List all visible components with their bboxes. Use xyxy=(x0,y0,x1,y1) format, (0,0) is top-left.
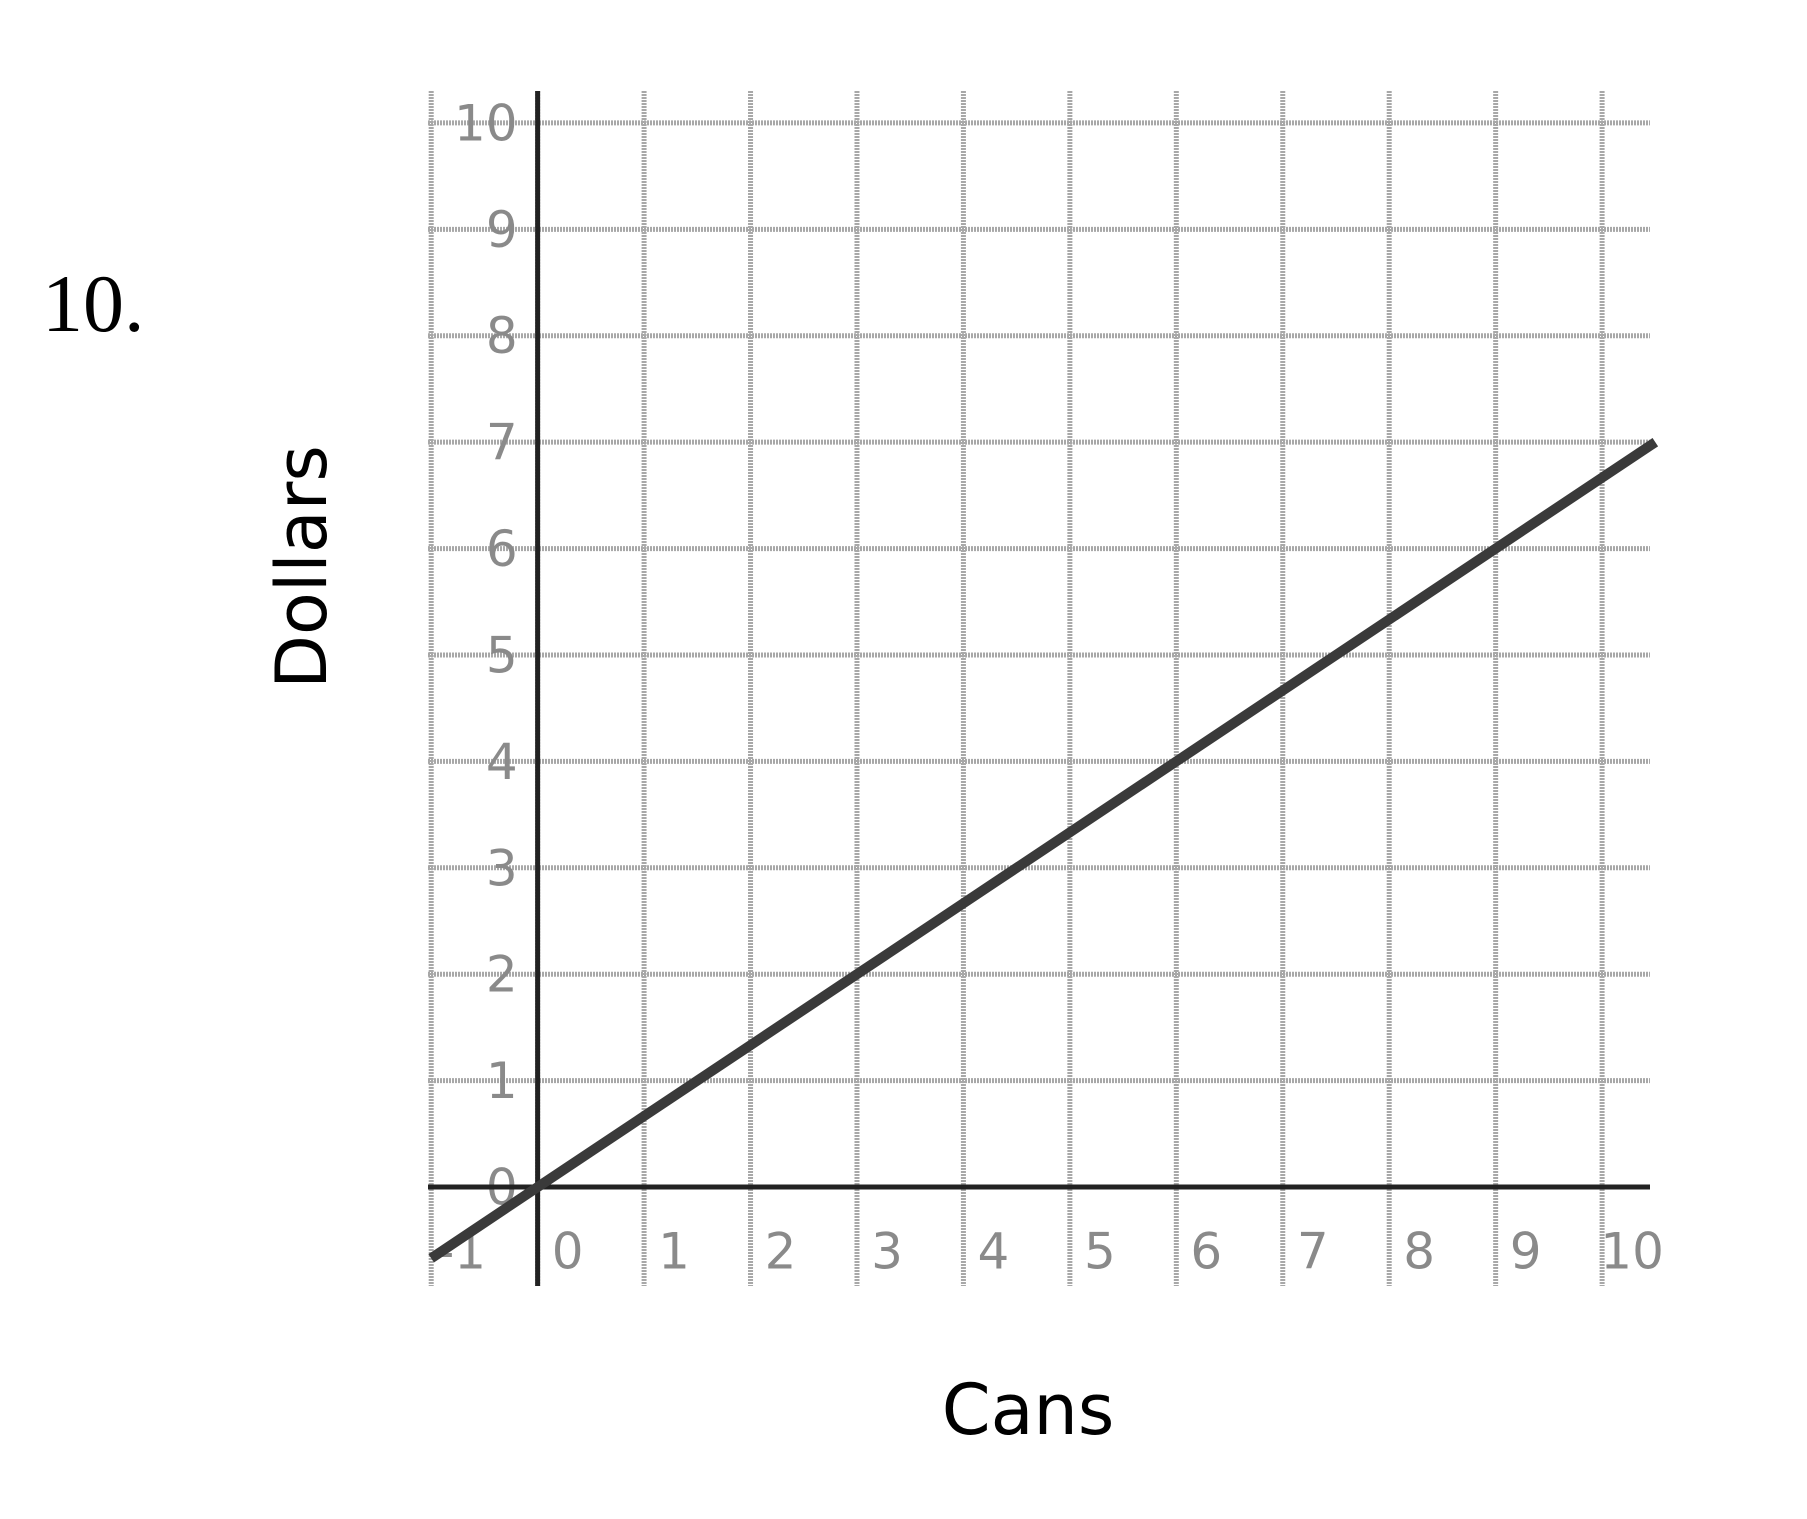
x-tick-label: 0 xyxy=(552,1223,584,1281)
x-tick-label: 8 xyxy=(1403,1223,1435,1281)
y-tick-label: 7 xyxy=(486,414,518,472)
y-tick-label: 2 xyxy=(486,946,518,1004)
y-tick-label: 4 xyxy=(486,733,518,791)
x-tick-label: 6 xyxy=(1190,1223,1222,1281)
x-tick-label: 3 xyxy=(871,1223,903,1281)
x-tick-label: 5 xyxy=(1084,1223,1116,1281)
x-tick-label: 10 xyxy=(1600,1223,1664,1281)
y-tick-label: 9 xyxy=(486,201,518,259)
x-tick-label: 9 xyxy=(1510,1223,1542,1281)
x-tick-label: 2 xyxy=(765,1223,797,1281)
problem-number: 10. xyxy=(42,258,145,349)
y-tick-label: 5 xyxy=(486,626,518,684)
y-tick-label: 10 xyxy=(454,94,518,152)
y-tick-label: 1 xyxy=(486,1052,518,1110)
y-axis-label: Dollars xyxy=(261,445,343,689)
x-tick-label: 7 xyxy=(1297,1223,1329,1281)
x-tick-label: 1 xyxy=(658,1223,690,1281)
x-axis-label: Cans xyxy=(942,1369,1115,1451)
y-tick-label: 8 xyxy=(486,307,518,365)
x-tick-label: 4 xyxy=(978,1223,1010,1281)
y-tick-label: 6 xyxy=(486,520,518,578)
data-line xyxy=(428,437,1659,1263)
y-tick-label: 3 xyxy=(486,839,518,897)
